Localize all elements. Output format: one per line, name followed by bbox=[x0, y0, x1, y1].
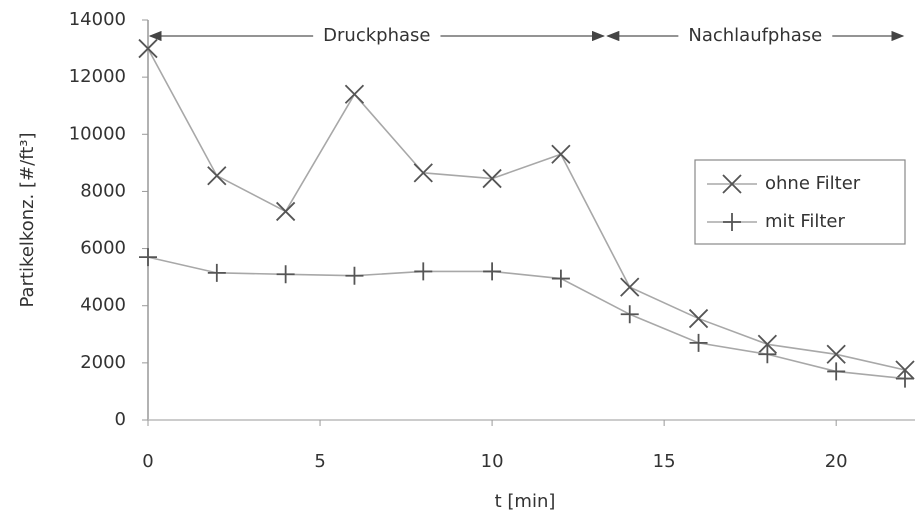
data-point bbox=[276, 265, 295, 284]
data-point bbox=[414, 262, 433, 281]
x-tick-label: 0 bbox=[142, 451, 153, 472]
data-point bbox=[757, 334, 778, 354]
phase-label-bg bbox=[313, 24, 441, 48]
data-point bbox=[138, 38, 158, 59]
phase-label: Druckphase bbox=[323, 25, 430, 46]
data-point bbox=[345, 266, 364, 285]
y-tick-label: 4000 bbox=[80, 295, 126, 316]
y-tick-label: 2000 bbox=[80, 352, 126, 373]
legend-box bbox=[694, 159, 906, 245]
y-tick-label: 8000 bbox=[80, 180, 126, 201]
y-axis-label: Partikelkonz. [#/ft³] bbox=[17, 133, 38, 308]
data-point bbox=[896, 369, 914, 388]
legend-marker bbox=[722, 174, 742, 194]
y-tick-label: 0 bbox=[115, 409, 126, 430]
data-point bbox=[139, 248, 157, 267]
legend-label: ohne Filter bbox=[765, 173, 861, 194]
data-point bbox=[207, 263, 226, 282]
phase-label: Nachlaufphase bbox=[688, 25, 822, 46]
data-point bbox=[826, 344, 846, 364]
data-point bbox=[688, 308, 709, 329]
y-tick-label: 10000 bbox=[69, 123, 126, 144]
data-point bbox=[207, 166, 227, 186]
data-point bbox=[620, 305, 639, 324]
series-line bbox=[147, 48, 906, 371]
data-point bbox=[413, 163, 433, 183]
data-point bbox=[275, 201, 296, 222]
data-point bbox=[551, 144, 571, 164]
data-point bbox=[482, 168, 502, 189]
data-point bbox=[551, 269, 570, 288]
x-tick-label: 20 bbox=[825, 451, 848, 472]
data-point bbox=[689, 333, 708, 352]
series-line bbox=[147, 256, 906, 380]
legend-label: mit Filter bbox=[765, 211, 845, 232]
x-tick-label: 15 bbox=[653, 451, 676, 472]
data-point bbox=[344, 84, 365, 104]
data-point bbox=[827, 362, 846, 381]
x-axis-label: t [min] bbox=[495, 491, 556, 512]
data-point bbox=[758, 345, 777, 364]
y-tick-label: 12000 bbox=[69, 66, 126, 87]
phase-label-bg bbox=[678, 24, 833, 48]
legend-marker bbox=[723, 213, 741, 231]
x-tick-label: 5 bbox=[314, 451, 325, 472]
data-point bbox=[483, 262, 502, 281]
x-tick-label: 10 bbox=[481, 451, 504, 472]
y-tick-label: 6000 bbox=[80, 238, 126, 259]
y-tick-label: 14000 bbox=[69, 9, 126, 30]
data-point bbox=[620, 277, 640, 297]
